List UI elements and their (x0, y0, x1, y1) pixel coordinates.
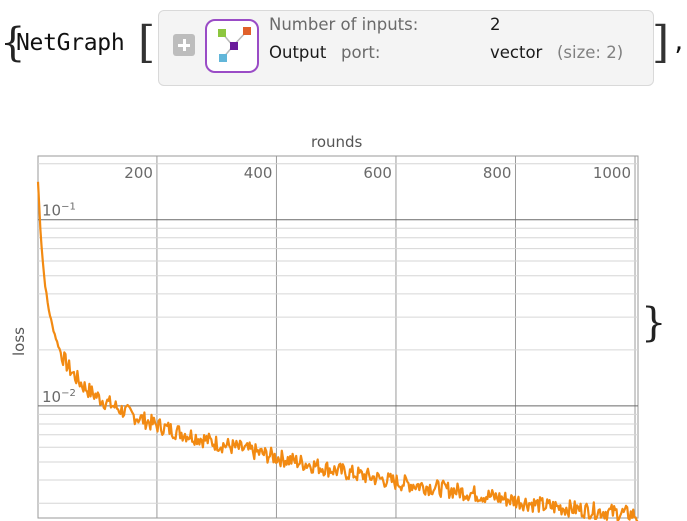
x-tick-label: 1000 (593, 164, 631, 182)
netgraph-diagram-icon (218, 27, 251, 62)
x-tick-label: 400 (244, 164, 273, 182)
inputs-label: Number of inputs: (269, 15, 419, 34)
output-detail: (size: 2) (557, 43, 624, 62)
series-loss-line (36, 181, 639, 521)
output-label-rest: port: (341, 43, 381, 62)
plot-frame (37, 155, 639, 519)
list-brace-close: } (641, 300, 667, 346)
y-ticks: 10−1 10−2 (42, 202, 76, 406)
netgraph-summary-box[interactable]: Number of inputs: 2 Output port: vector … (158, 10, 654, 86)
y-tick-label: 10−1 (42, 202, 76, 220)
y-tick-label: 10−2 (42, 388, 76, 406)
inputs-value: 2 (490, 15, 501, 34)
x-tick-label: 800 (483, 164, 512, 182)
x-ticks: 200 400 600 800 1000 (124, 164, 631, 182)
x-tick-label: 600 (363, 164, 392, 182)
plot-grid (38, 156, 638, 518)
output-label-bold: Output (269, 43, 327, 62)
plus-icon[interactable] (173, 34, 195, 56)
list-brace-open: { (0, 20, 26, 66)
netgraph-head: NetGraph (16, 30, 125, 56)
output-value: vector (490, 43, 543, 62)
comma: , (672, 30, 686, 56)
netgraph-icon (205, 19, 259, 73)
bracket-open: [ (138, 17, 156, 68)
bracket-close: ] (652, 17, 670, 68)
x-axis-label: rounds (311, 133, 363, 151)
x-tick-label: 200 (124, 164, 153, 182)
